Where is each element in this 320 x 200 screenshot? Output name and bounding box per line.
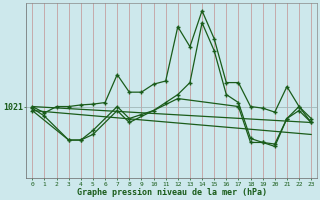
X-axis label: Graphe pression niveau de la mer (hPa): Graphe pression niveau de la mer (hPa) <box>77 188 267 197</box>
